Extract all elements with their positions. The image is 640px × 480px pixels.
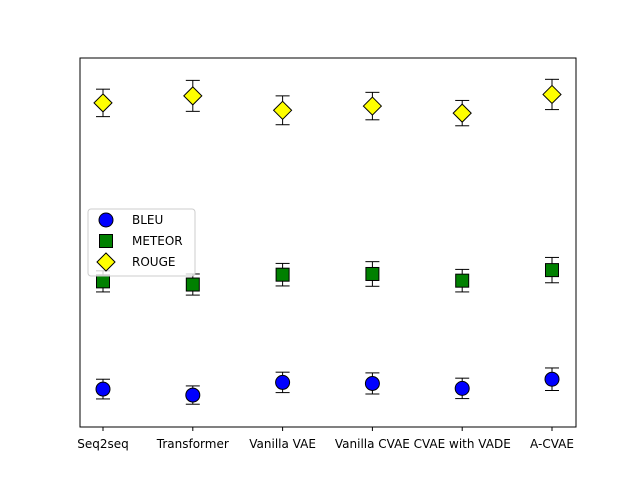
- legend-marker-bleu: [98, 212, 114, 228]
- bleu-point: [185, 387, 201, 403]
- meteor-point: [455, 273, 470, 288]
- x-tick-label: Transformer: [156, 437, 229, 451]
- legend-label-rouge: ROUGE: [132, 255, 175, 269]
- rouge-series: [93, 78, 562, 127]
- bleu-series: [95, 367, 560, 405]
- meteor-point: [96, 274, 110, 289]
- x-tick-label: A-CVAE: [530, 437, 574, 451]
- rouge-point: [542, 84, 562, 105]
- rouge-point: [452, 103, 472, 123]
- meteor-point: [185, 277, 200, 292]
- x-tick-label: Vanilla VAE: [249, 437, 316, 451]
- bleu-point: [454, 380, 470, 396]
- x-tick-label: CVAE with VADE: [414, 437, 511, 451]
- x-tick-label: Vanilla CVAE: [335, 437, 410, 451]
- bleu-point: [544, 371, 560, 387]
- legend-marker-meteor: [99, 234, 113, 248]
- meteor-point: [545, 263, 559, 278]
- meteor-point: [365, 266, 380, 281]
- rouge-point: [362, 96, 383, 116]
- legend-box: [87, 208, 196, 277]
- meteor-point: [275, 267, 290, 282]
- bleu-point: [275, 374, 291, 390]
- legend: BLEU METEOR ROUGE: [87, 208, 196, 277]
- legend-marker-rouge: [96, 252, 116, 272]
- legend-label-bleu: BLEU: [132, 213, 163, 227]
- rouge-point: [183, 86, 203, 106]
- meteor-series: [96, 256, 559, 296]
- rouge-point: [272, 100, 293, 121]
- x-tick-label: Seq2seq: [77, 437, 129, 451]
- bleu-point: [95, 381, 111, 397]
- bleu-point: [364, 375, 380, 391]
- legend-label-meteor: METEOR: [132, 234, 183, 248]
- rouge-point: [93, 93, 113, 113]
